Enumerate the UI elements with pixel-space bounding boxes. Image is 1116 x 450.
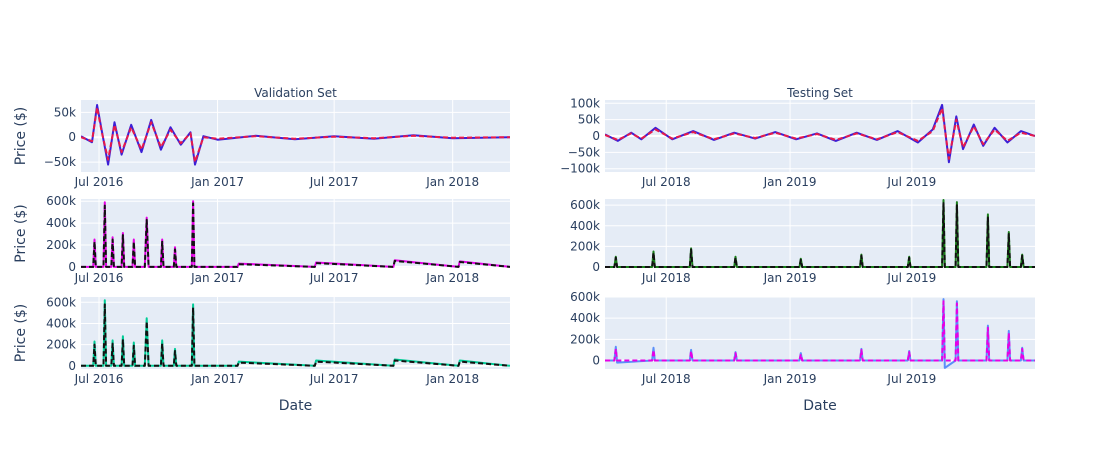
y-axis-title: Price ($) — [13, 204, 29, 262]
y-tick-label: −100k — [560, 162, 600, 176]
x-tick-label: Jul 2016 — [74, 271, 124, 285]
y-tick-label: −50k — [44, 155, 76, 169]
x-tick-label: Jul 2019 — [886, 175, 936, 189]
x-tick-label: Jul 2016 — [74, 372, 124, 386]
validation-row1-panel: Jul 2016 Jan 2017 Jul 2017 Jan 2018 50k 0 −50k… — [13, 86, 510, 189]
validation-row2-panel: Jul 2016 Jan 2017 Jul 2017 Jan 2018 600k 400k… — [13, 194, 510, 285]
x-tick-label: Jan 2018 — [425, 271, 479, 285]
x-axis-title: Date — [803, 398, 836, 414]
y-axis-title: Price ($) — [13, 107, 29, 165]
x-tick-label: Jan 2018 — [425, 372, 479, 386]
y-tick-label: 0 — [592, 260, 600, 274]
y-tick-label: 600k — [570, 290, 600, 304]
testing-row3-panel: Jul 2018 Jan 2019 Jul 2019 600k 400k 200k 0 Dat… — [570, 290, 1035, 414]
x-tick-label: Jan 2018 — [425, 175, 479, 189]
validation-row3-panel: Jul 2016 Jan 2017 Jul 2017 Jan 2018 600k 400k… — [13, 295, 510, 414]
y-tick-label: 600k — [46, 194, 76, 208]
series-line — [81, 202, 510, 268]
y-tick-label: 200k — [570, 332, 600, 346]
plot-background — [605, 199, 1035, 268]
testing-row2-panel: Jul 2018 Jan 2019 Jul 2019 600k 400k 200k 0 — [570, 198, 1035, 285]
x-tick-label: Jul 2019 — [886, 372, 936, 386]
x-tick-label: Jan 2019 — [763, 372, 817, 386]
x-tick-label: Jan 2019 — [763, 271, 817, 285]
y-tick-label: 400k — [46, 316, 76, 330]
series-line — [81, 303, 510, 367]
y-tick-label: 200k — [46, 338, 76, 352]
testing-row1-panel: Jul 2018 Jan 2019 Jul 2019 100k 50k 0 −50k −100… — [560, 86, 1035, 189]
x-tick-label: Jul 2018 — [641, 271, 691, 285]
x-tick-label: Jul 2017 — [309, 372, 359, 386]
subplot-title: Testing Set — [786, 86, 853, 100]
y-tick-label: 400k — [46, 216, 76, 230]
y-tick-label: 200k — [570, 239, 600, 253]
series-line — [605, 107, 1035, 160]
x-tick-label: Jul 2018 — [641, 175, 691, 189]
y-tick-label: 50k — [54, 105, 76, 119]
x-tick-label: Jul 2019 — [886, 271, 936, 285]
x-tick-label: Jan 2019 — [763, 175, 817, 189]
y-tick-label: 50k — [578, 113, 600, 127]
y-tick-label: 400k — [570, 219, 600, 233]
y-tick-label: −50k — [568, 145, 600, 159]
series-line — [605, 202, 1035, 268]
y-tick-label: 0 — [68, 130, 76, 144]
x-axis-title: Date — [279, 398, 312, 414]
y-tick-label: 600k — [46, 295, 76, 309]
x-tick-label: Jul 2018 — [641, 372, 691, 386]
y-tick-label: 600k — [570, 198, 600, 212]
x-tick-label: Jan 2017 — [190, 271, 244, 285]
series-line — [605, 300, 1035, 362]
series-line — [81, 106, 510, 164]
y-tick-label: 100k — [570, 96, 600, 110]
x-tick-label: Jan 2017 — [190, 175, 244, 189]
x-tick-label: Jul 2017 — [309, 271, 359, 285]
plot-background — [605, 297, 1035, 369]
plot-background — [81, 199, 510, 268]
x-tick-label: Jan 2017 — [190, 372, 244, 386]
y-tick-label: 0 — [592, 354, 600, 368]
plot-background — [81, 297, 510, 369]
y-tick-label: 400k — [570, 311, 600, 325]
y-tick-label: 0 — [592, 129, 600, 143]
x-tick-label: Jul 2016 — [74, 175, 124, 189]
subplot-title: Validation Set — [254, 86, 337, 100]
y-tick-label: 200k — [46, 238, 76, 252]
y-tick-label: 0 — [68, 359, 76, 373]
x-tick-label: Jul 2017 — [309, 175, 359, 189]
y-axis-title: Price ($) — [13, 304, 29, 362]
y-tick-label: 0 — [68, 260, 76, 274]
